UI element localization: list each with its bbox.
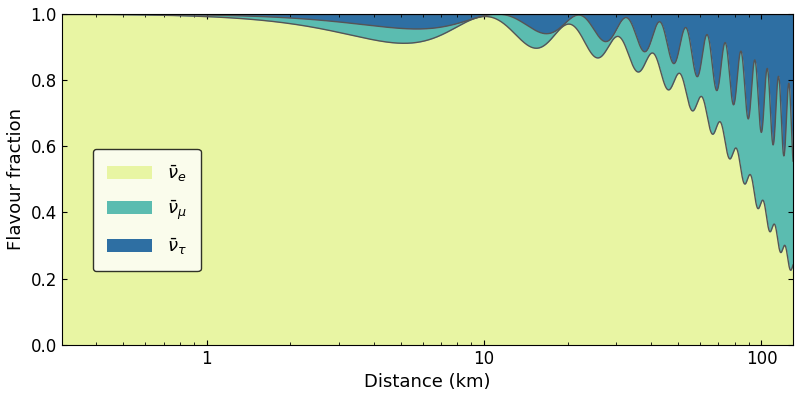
Y-axis label: Flavour fraction: Flavour fraction (7, 108, 25, 250)
X-axis label: Distance (km): Distance (km) (364, 373, 490, 391)
Legend: $\bar{\nu}_e$, $\bar{\nu}_\mu$, $\bar{\nu}_\tau$: $\bar{\nu}_e$, $\bar{\nu}_\mu$, $\bar{\n… (93, 148, 201, 271)
